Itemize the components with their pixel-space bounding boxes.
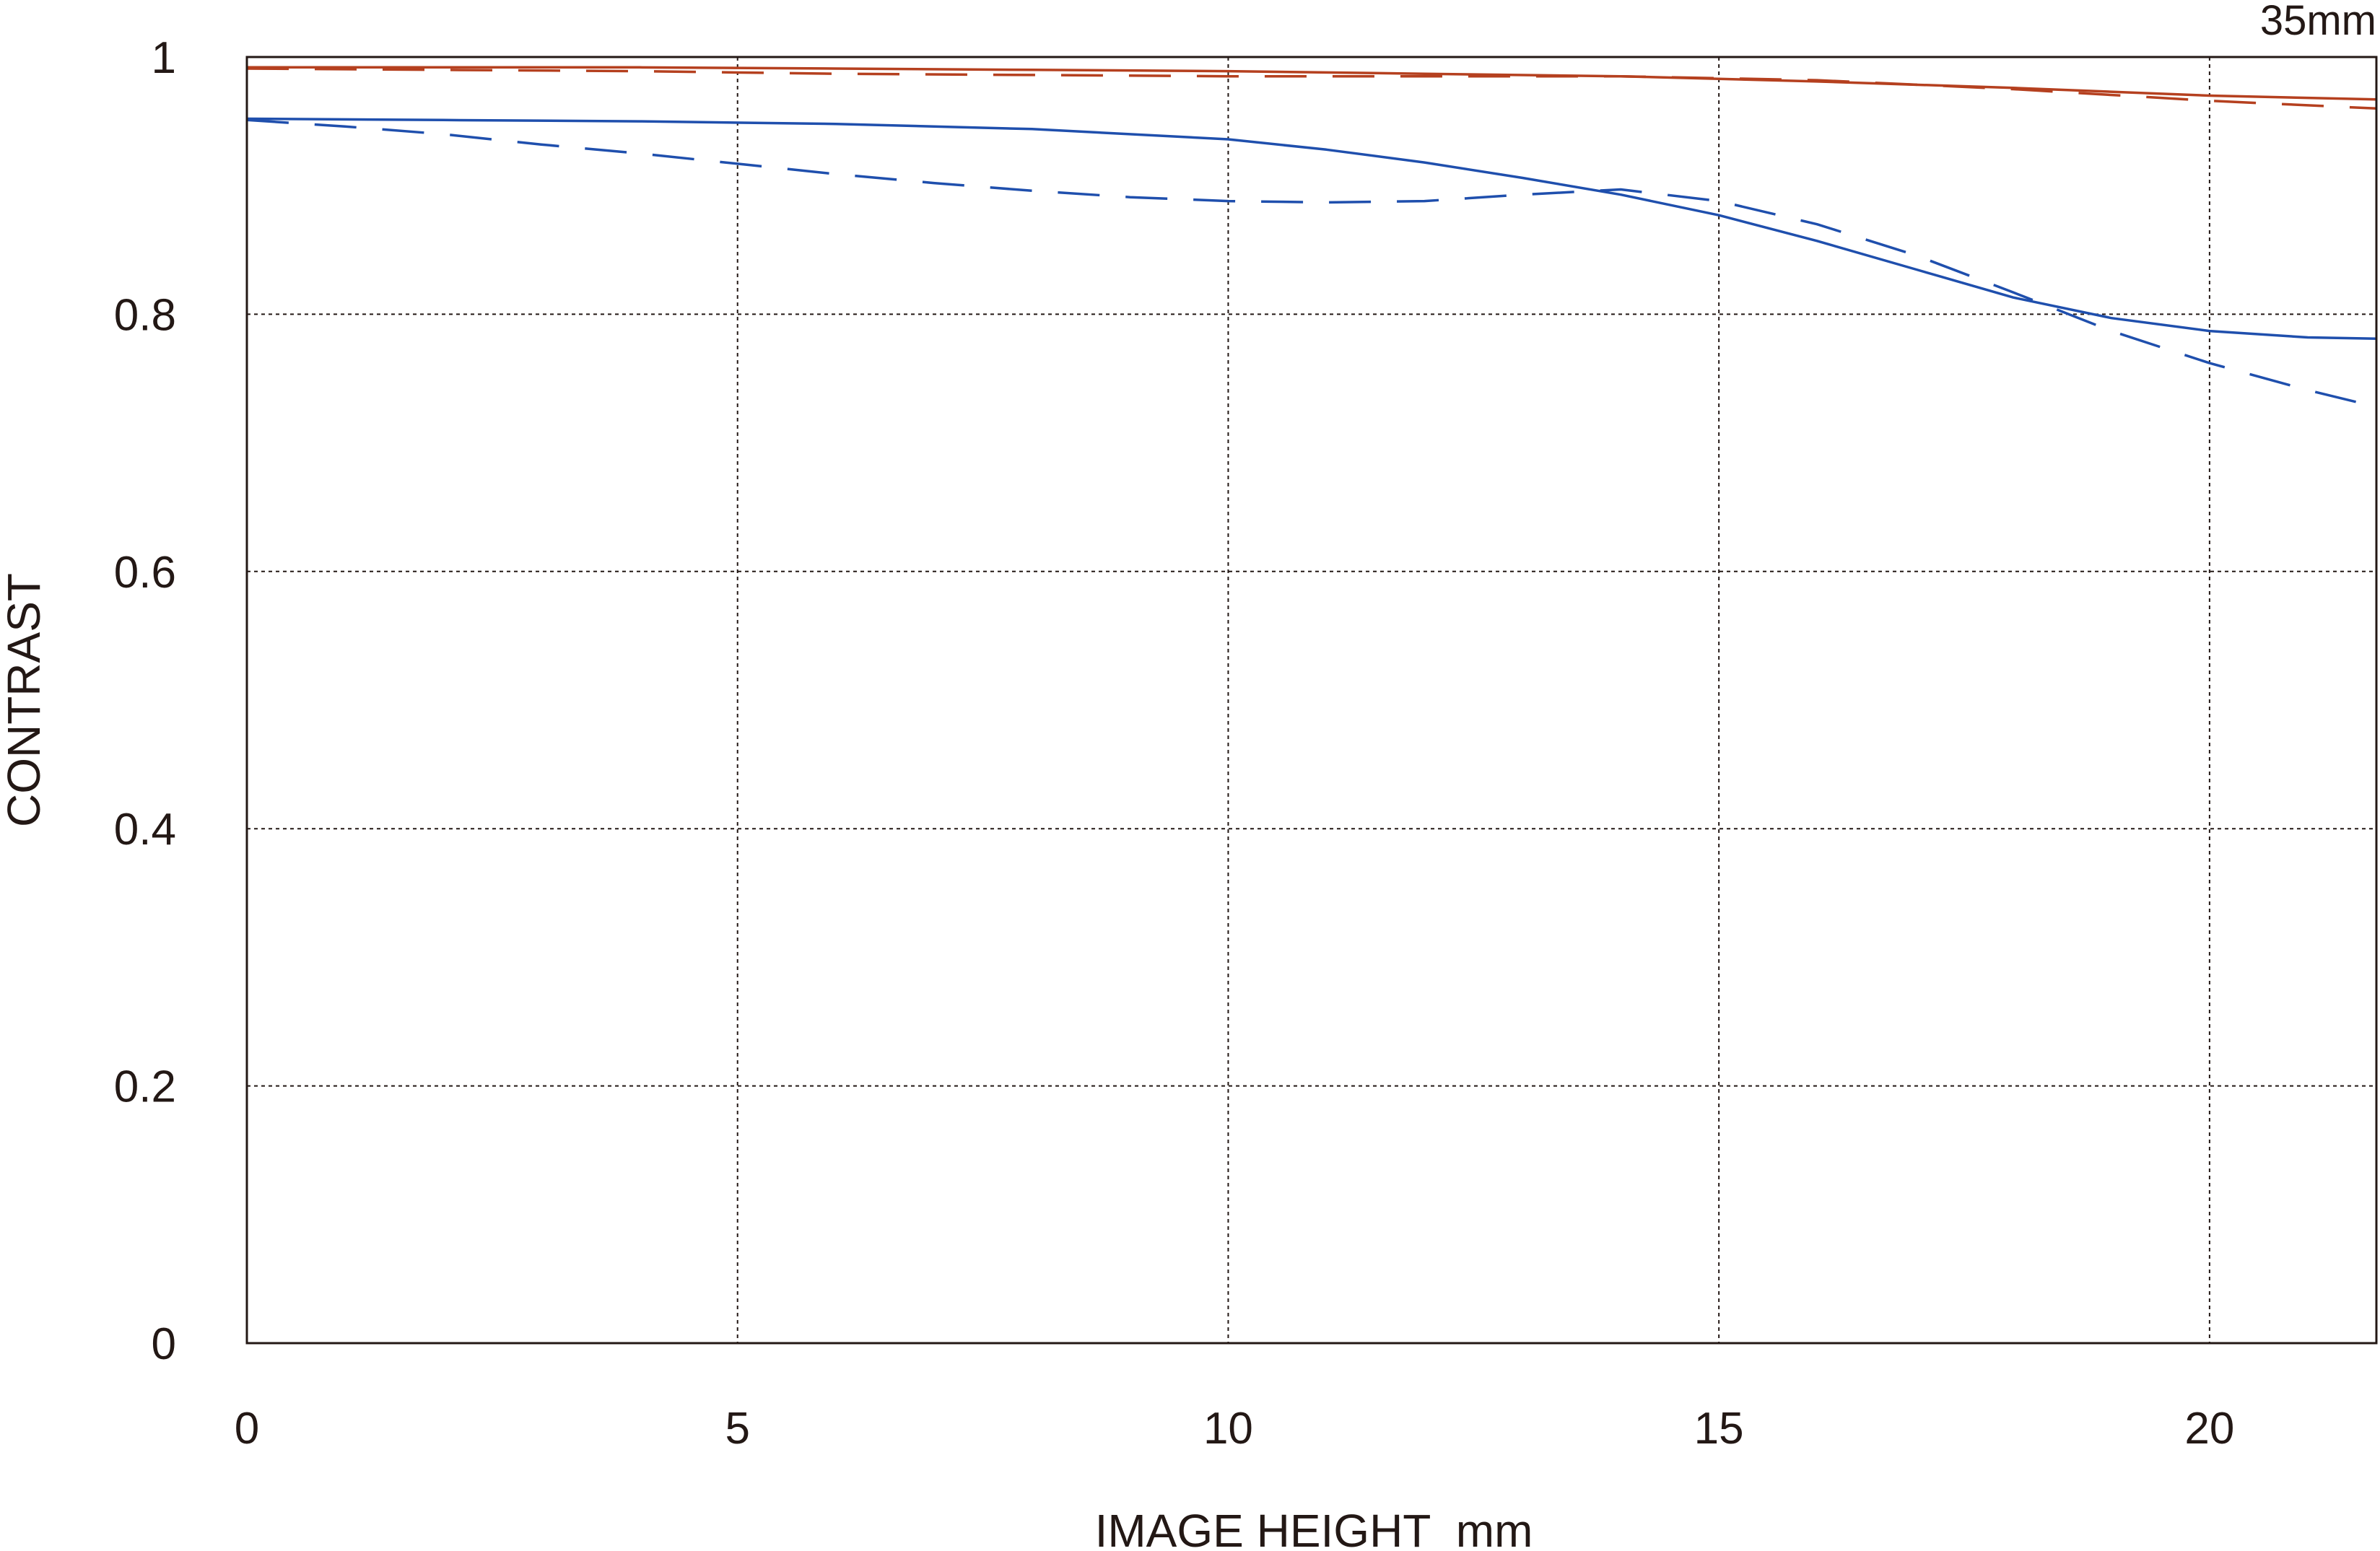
x-tick-label: 20 bbox=[2184, 1404, 2234, 1454]
series-line-2 bbox=[246, 117, 2377, 341]
grid-layer bbox=[247, 57, 2376, 1343]
y-tick-label: 0.8 bbox=[114, 290, 176, 340]
series-line-0 bbox=[247, 66, 2377, 101]
y-tick-label: 0.6 bbox=[114, 548, 176, 598]
plot-frame bbox=[245, 56, 2378, 1345]
x-tick-label: 5 bbox=[725, 1404, 749, 1454]
x-axis-title: IMAGE HEIGHT mm bbox=[1095, 1505, 1533, 1551]
x-tick-label: 10 bbox=[1203, 1404, 1253, 1454]
series-line-3 bbox=[246, 118, 2377, 408]
series-layer bbox=[246, 66, 2377, 408]
series-line-1 bbox=[246, 67, 2377, 110]
y-tick-label: 0 bbox=[152, 1319, 176, 1369]
y-tick-label: 0.4 bbox=[114, 805, 176, 855]
focal-length-annotation: 35mm bbox=[2260, 0, 2376, 44]
y-axis-title: CONTRAST bbox=[0, 573, 50, 827]
x-tick-label: 15 bbox=[1694, 1404, 1744, 1454]
y-tick-label: 0.2 bbox=[114, 1062, 176, 1112]
x-tick-label: 0 bbox=[235, 1404, 259, 1454]
tick-labels: 0 5 10 15 20 0 0.2 0.4 0.6 0.8 1 bbox=[114, 33, 2235, 1454]
y-tick-label: 1 bbox=[152, 33, 176, 83]
